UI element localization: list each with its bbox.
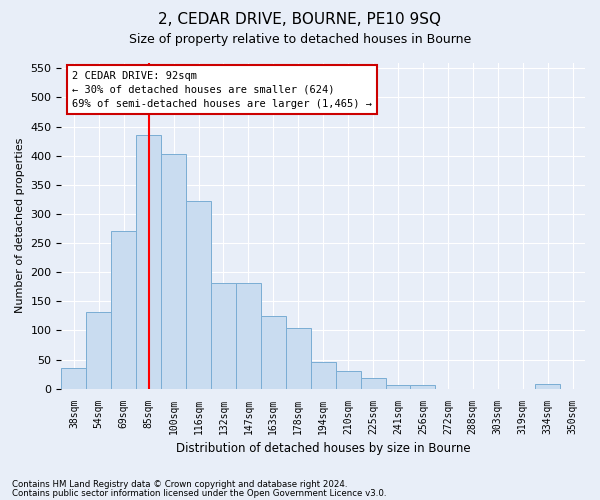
Bar bbox=[161, 154, 186, 388]
Bar bbox=[61, 368, 86, 388]
Bar bbox=[211, 284, 236, 389]
X-axis label: Distribution of detached houses by size in Bourne: Distribution of detached houses by size … bbox=[176, 442, 470, 455]
Bar bbox=[261, 316, 286, 388]
Bar bbox=[236, 284, 261, 389]
Bar bbox=[286, 328, 311, 388]
Bar bbox=[335, 371, 361, 388]
Bar bbox=[410, 384, 436, 388]
Text: 2 CEDAR DRIVE: 92sqm
← 30% of detached houses are smaller (624)
69% of semi-deta: 2 CEDAR DRIVE: 92sqm ← 30% of detached h… bbox=[72, 70, 372, 108]
Bar bbox=[111, 232, 136, 388]
Y-axis label: Number of detached properties: Number of detached properties bbox=[15, 138, 25, 314]
Bar bbox=[86, 312, 111, 388]
Text: 2, CEDAR DRIVE, BOURNE, PE10 9SQ: 2, CEDAR DRIVE, BOURNE, PE10 9SQ bbox=[158, 12, 442, 28]
Bar bbox=[136, 136, 161, 388]
Bar bbox=[311, 362, 335, 388]
Bar bbox=[186, 201, 211, 388]
Bar bbox=[535, 384, 560, 388]
Bar bbox=[386, 384, 410, 388]
Text: Size of property relative to detached houses in Bourne: Size of property relative to detached ho… bbox=[129, 32, 471, 46]
Text: Contains public sector information licensed under the Open Government Licence v3: Contains public sector information licen… bbox=[12, 489, 386, 498]
Text: Contains HM Land Registry data © Crown copyright and database right 2024.: Contains HM Land Registry data © Crown c… bbox=[12, 480, 347, 489]
Bar bbox=[361, 378, 386, 388]
